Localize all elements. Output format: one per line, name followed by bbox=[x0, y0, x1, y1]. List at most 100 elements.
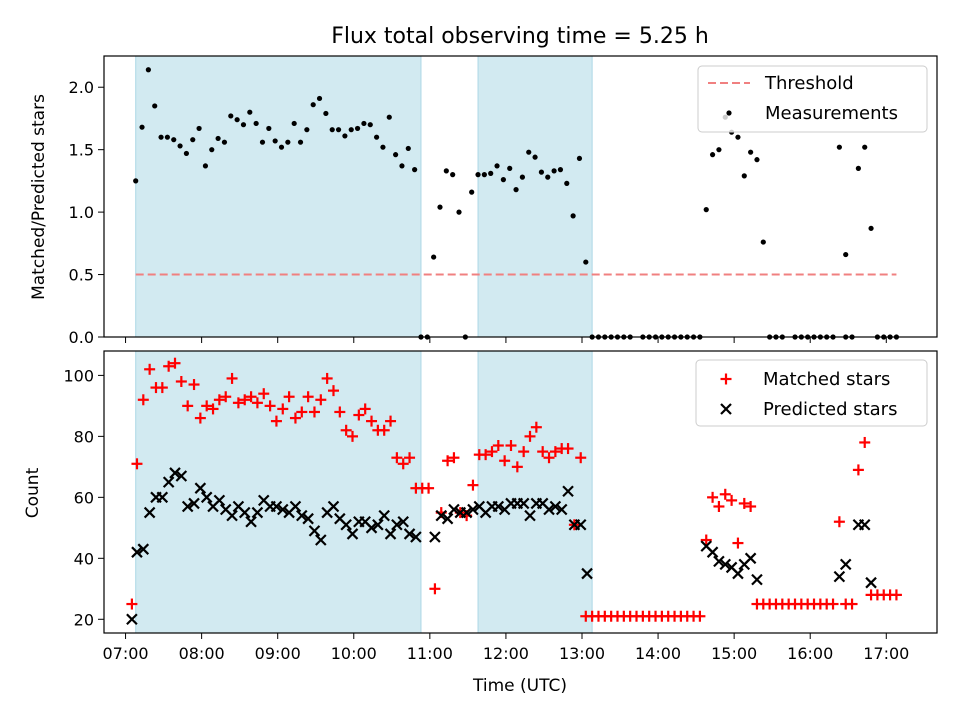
point-0-91 bbox=[716, 147, 722, 153]
point-0-33 bbox=[342, 133, 348, 139]
point-0-64 bbox=[538, 169, 545, 175]
point-1-18 bbox=[238, 506, 251, 519]
point-0-92 bbox=[707, 491, 719, 503]
x-tick-label-2: 09:00 bbox=[255, 644, 301, 663]
point-0-91 bbox=[700, 534, 712, 546]
point-0-11 bbox=[194, 412, 206, 424]
figure-title: Flux total observing time = 5.25 h bbox=[331, 24, 709, 49]
point-0-67 bbox=[549, 446, 561, 458]
point-0-36 bbox=[353, 409, 365, 421]
x-tick-label-0: 07:00 bbox=[102, 644, 148, 663]
point-0-111 bbox=[827, 598, 839, 610]
observing-span-0 bbox=[135, 55, 422, 338]
point-1-70 bbox=[581, 567, 593, 580]
point-0-61 bbox=[511, 461, 523, 473]
point-0-31 bbox=[329, 127, 335, 133]
point-0-41 bbox=[385, 415, 397, 427]
point-1-2 bbox=[137, 543, 150, 555]
point-1-23 bbox=[270, 500, 283, 513]
point-0-58 bbox=[500, 177, 506, 183]
point-0-12 bbox=[209, 147, 215, 153]
point-0-7 bbox=[177, 143, 183, 149]
point-0-65 bbox=[537, 446, 549, 458]
point-0-114 bbox=[862, 144, 868, 150]
point-0-111 bbox=[836, 144, 842, 150]
axes-frame bbox=[103, 350, 938, 634]
point-0-30 bbox=[315, 394, 327, 406]
point-0-28 bbox=[302, 391, 314, 403]
x-tick-label-3: 10:00 bbox=[331, 644, 377, 663]
point-0-36 bbox=[361, 120, 367, 127]
point-1-84 bbox=[865, 576, 877, 589]
point-0-24 bbox=[277, 403, 289, 415]
point-1-56 bbox=[492, 500, 505, 513]
point-0-115 bbox=[852, 464, 864, 476]
point-0-71 bbox=[583, 259, 589, 265]
count-panel: 20 40 60 80 100 07:00 08:00 09:00 10:00 11:00 12:0… bbox=[63, 350, 938, 663]
point-1-52 bbox=[467, 503, 479, 516]
legend-box bbox=[695, 359, 928, 427]
point-1-12 bbox=[200, 491, 213, 504]
point-1-83 bbox=[858, 518, 871, 531]
point-1-30 bbox=[315, 534, 327, 546]
series-predicted-stars bbox=[126, 467, 877, 626]
point-0-63 bbox=[532, 154, 538, 160]
point-1-7 bbox=[169, 467, 181, 479]
point-0-95 bbox=[726, 494, 738, 506]
y-tick-label-4: 100 bbox=[63, 366, 94, 385]
point-0-8 bbox=[183, 150, 190, 157]
point-0-25 bbox=[283, 391, 295, 403]
point-0-22 bbox=[264, 400, 276, 412]
point-0-97 bbox=[754, 157, 760, 163]
point-0-58 bbox=[492, 440, 504, 452]
point-1-61 bbox=[524, 509, 536, 522]
point-0-13 bbox=[215, 135, 221, 142]
legend: Matched stars Predicted stars bbox=[720, 369, 897, 420]
point-1-6 bbox=[162, 476, 175, 488]
point-0-94 bbox=[735, 134, 741, 140]
point-1-9 bbox=[181, 500, 194, 513]
point-0-71 bbox=[575, 452, 587, 464]
point-1-46 bbox=[429, 531, 441, 543]
point-1-78 bbox=[744, 552, 757, 565]
point-0-66 bbox=[543, 452, 555, 464]
point-0-41 bbox=[393, 152, 399, 158]
point-0-22 bbox=[272, 138, 278, 144]
observing-span-0 bbox=[135, 350, 422, 634]
point-0-34 bbox=[348, 127, 354, 133]
point-0-50 bbox=[450, 172, 456, 178]
point-0-54 bbox=[467, 479, 479, 491]
point-1-5 bbox=[156, 491, 169, 504]
point-1-73 bbox=[713, 555, 725, 568]
point-0-57 bbox=[486, 446, 498, 458]
point-0-14 bbox=[221, 139, 228, 145]
ratio-panel: 0.0 0.5 1.0 1.5 2.0 Threshold Measurements bbox=[69, 55, 938, 347]
point-0-96 bbox=[732, 537, 744, 549]
point-0-48 bbox=[429, 583, 441, 595]
point-0-116 bbox=[859, 436, 871, 448]
point-0-20 bbox=[259, 139, 266, 145]
point-0-26 bbox=[297, 139, 304, 145]
point-1-74 bbox=[719, 558, 732, 571]
axes-frame bbox=[103, 55, 938, 338]
top-y-axis-label: Matched/Predicted stars bbox=[29, 94, 49, 300]
point-1-39 bbox=[372, 518, 384, 531]
point-0-57 bbox=[494, 163, 500, 169]
point-0-3 bbox=[152, 103, 158, 109]
point-0-2 bbox=[145, 67, 151, 73]
series-matched-stars bbox=[126, 357, 902, 622]
point-0-54 bbox=[475, 172, 481, 178]
y-tick-label-2: 60 bbox=[74, 488, 94, 507]
point-0-65 bbox=[545, 174, 551, 180]
point-0-48 bbox=[437, 204, 443, 210]
point-1-48 bbox=[441, 512, 454, 525]
point-0-50 bbox=[442, 455, 454, 467]
point-0-98 bbox=[760, 239, 766, 245]
point-0-6 bbox=[171, 137, 177, 143]
point-1-35 bbox=[346, 528, 359, 540]
point-0-62 bbox=[526, 149, 532, 155]
point-0-113 bbox=[855, 165, 861, 171]
point-0-43 bbox=[405, 145, 411, 152]
point-1-14 bbox=[213, 494, 226, 507]
legend-threshold-label: Threshold bbox=[764, 73, 854, 94]
